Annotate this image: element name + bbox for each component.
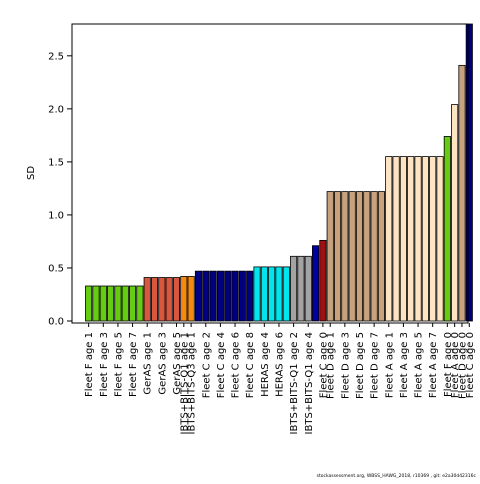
bar: IBTS+BITS-Q1 age 3 bbox=[297, 255, 305, 322]
x-tick-label: GerAS age 5 bbox=[172, 332, 183, 395]
bar: IBTS+BITS-Q1 age 1 bbox=[180, 276, 188, 322]
bar: HERAS age 4 bbox=[260, 266, 268, 322]
bar: Fleet F age 0 bbox=[443, 136, 451, 322]
bar: Fleet D age 6 bbox=[363, 191, 371, 322]
bar: Fleet A age 6 bbox=[421, 156, 429, 322]
bar: Fleet F age 1 bbox=[85, 285, 93, 322]
bar: Fleet A age 5 bbox=[414, 156, 422, 322]
bar: Fleet D age 2 bbox=[333, 191, 342, 322]
x-axis: Fleet F age 1 Fleet F age 3 Fleet F age 5 F… bbox=[84, 323, 476, 434]
bar: Fleet C age 4 bbox=[216, 270, 224, 322]
bar: HERAS age 7 bbox=[282, 266, 290, 322]
bar: Fleet C age 8 bbox=[246, 270, 254, 322]
bar: Fleet C age 0 bbox=[319, 239, 327, 322]
x-tick-label: Fleet D age 0 bbox=[457, 332, 468, 399]
x-tick-label: Fleet D age 3 bbox=[340, 332, 351, 399]
bar: Fleet A age 7 bbox=[429, 156, 437, 322]
bar: Fleet D age 3 bbox=[341, 191, 349, 322]
x-tick-label: Fleet A age 5 bbox=[414, 332, 425, 398]
x-tick-label: Fleet C age 0 bbox=[318, 332, 329, 398]
bar: Fleet F age 8 bbox=[136, 285, 144, 322]
bar: Fleet F age 6 bbox=[121, 285, 129, 322]
x-tick-label: IBTS+BITS-Q1 age 4 bbox=[304, 332, 315, 434]
y-tick-label: 0.5 bbox=[48, 263, 64, 274]
y-tick-label: 1.5 bbox=[48, 157, 64, 168]
x-tick-label: Fleet F age 5 bbox=[113, 332, 124, 397]
bar: GerAS age 1 bbox=[143, 277, 151, 322]
bar: Fleet D age 1 bbox=[326, 191, 334, 322]
y-tick-label: 1.0 bbox=[48, 210, 64, 221]
bar: Fleet C age 6 bbox=[231, 270, 239, 322]
bar: GerAS age 3 bbox=[158, 277, 166, 322]
bar: Fleet D age 5 bbox=[355, 191, 364, 322]
x-tick-label: Fleet A age 0 bbox=[450, 332, 461, 398]
x-tick-label: Fleet C age 8 bbox=[245, 332, 256, 398]
bar: HERAS age 6 bbox=[275, 266, 283, 322]
y-tick-label: 2.5 bbox=[48, 51, 64, 62]
bar: Fleet C age 2 bbox=[202, 270, 210, 322]
x-tick-label: IBTS+BITS-Q3 age 1 bbox=[187, 332, 198, 434]
bar: IBTS+BITS-Q3 age 1 bbox=[187, 276, 195, 322]
bar: Fleet D age 7 bbox=[370, 191, 378, 322]
x-tick-label: GerAS age 1 bbox=[143, 332, 154, 395]
x-tick-label: GerAS age 3 bbox=[157, 332, 168, 395]
x-tick-label: Fleet D age 5 bbox=[355, 332, 366, 399]
bar: Fleet C age 5 bbox=[224, 270, 232, 322]
bar: Fleet F age 3 bbox=[99, 285, 107, 322]
bar: GerAS age 5 bbox=[172, 277, 181, 322]
bar: Fleet F age 5 bbox=[114, 285, 122, 322]
x-tick-label: Fleet C age 0 bbox=[465, 332, 476, 398]
bar: Fleet A age 8 bbox=[436, 156, 444, 322]
x-tick-label: Fleet C age 6 bbox=[231, 332, 242, 398]
x-tick-label: Fleet D age 7 bbox=[370, 332, 381, 399]
bar: IBTS+BITS-Q1 age 5 bbox=[312, 245, 320, 322]
bar: Fleet A age 0 bbox=[451, 104, 459, 322]
x-tick-label: Fleet F age 1 bbox=[84, 332, 95, 397]
bar: HERAS age 5 bbox=[268, 266, 276, 322]
x-tick-label: Fleet A age 3 bbox=[399, 332, 410, 398]
footer-credit: stockassessment.org, WBSS_HAWG_2018, r10… bbox=[316, 474, 476, 479]
bar: Fleet A age 4 bbox=[407, 156, 415, 322]
x-tick-label: HERAS age 4 bbox=[260, 332, 271, 397]
x-tick-label: Fleet C age 4 bbox=[216, 332, 227, 398]
bar: Fleet C age 7 bbox=[238, 270, 246, 322]
x-tick-label: Fleet F age 0 bbox=[443, 332, 454, 397]
bar: IBTS+BITS-Q1 age 4 bbox=[304, 255, 312, 322]
bar: Fleet D age 0 bbox=[458, 64, 466, 322]
x-tick-label: Fleet D age 1 bbox=[326, 332, 337, 399]
y-axis: 0.0 0.5 1.0 1.5 2.0 2.5 bbox=[48, 51, 73, 328]
x-tick-label: Fleet A age 7 bbox=[428, 332, 439, 398]
x-tick-label: Fleet A age 1 bbox=[384, 332, 395, 398]
bar: Fleet C age 1 bbox=[194, 270, 203, 322]
plot-frame bbox=[71, 23, 469, 324]
bar: Fleet C age 0 bbox=[465, 23, 473, 322]
bar: Fleet F age 7 bbox=[129, 285, 137, 322]
bar: IBTS+BITS-Q1 age 2 bbox=[290, 255, 298, 322]
x-tick-label: IBTS+BITS-Q1 age 2 bbox=[289, 332, 300, 434]
bar: Fleet A age 2 bbox=[392, 156, 400, 322]
x-tick-label: Fleet F age 7 bbox=[128, 332, 139, 397]
bar: Fleet F age 2 bbox=[92, 285, 100, 322]
bar: Fleet C age 3 bbox=[209, 270, 217, 322]
y-axis-label: SD bbox=[26, 166, 37, 180]
bar: GerAS age 2 bbox=[150, 277, 159, 322]
bar: Fleet A age 1 bbox=[385, 156, 393, 322]
bar: GerAS age 4 bbox=[165, 277, 173, 322]
y-tick-label: 0.0 bbox=[48, 317, 64, 328]
x-tick-label: Fleet F age 3 bbox=[99, 332, 110, 397]
x-tick-label: HERAS age 6 bbox=[274, 332, 285, 397]
x-tick-label: IBTS+BITS-Q1 age 1 bbox=[179, 332, 190, 434]
bar: Fleet A age 3 bbox=[399, 156, 407, 322]
y-tick-label: 2.0 bbox=[48, 104, 64, 115]
bar: Fleet D age 8 bbox=[377, 191, 385, 322]
x-tick-label: Fleet C age 2 bbox=[201, 332, 212, 398]
bar: Fleet F age 4 bbox=[107, 285, 115, 322]
bar: HERAS age 3 bbox=[253, 266, 261, 322]
bar: Fleet D age 4 bbox=[348, 191, 356, 322]
